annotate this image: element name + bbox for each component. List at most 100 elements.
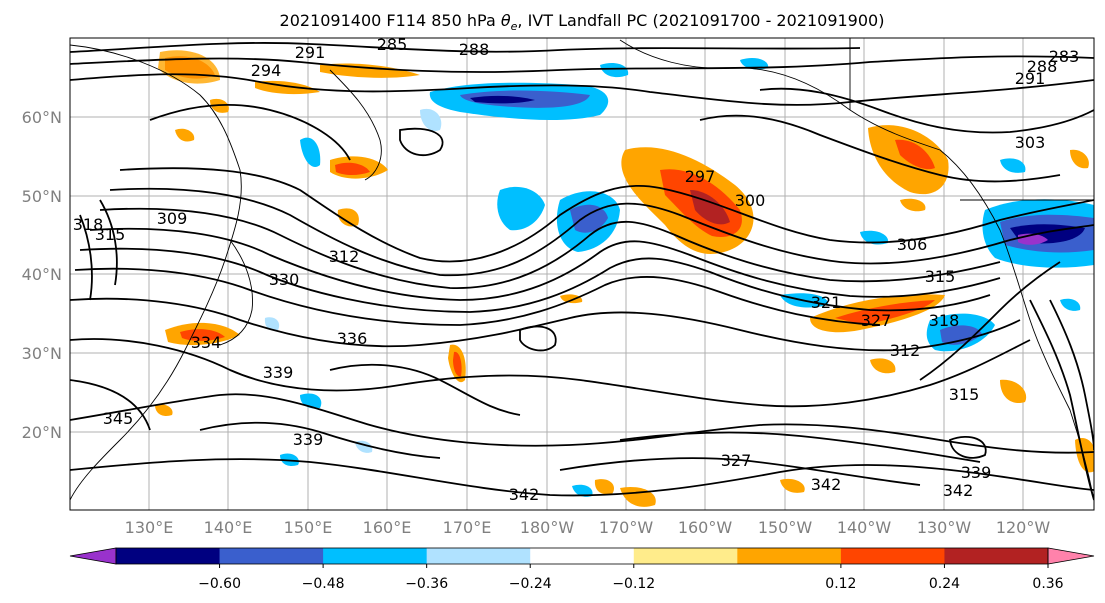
contour-line [329, 363, 521, 416]
coastlines [70, 38, 1094, 501]
colorbar-segment [737, 548, 842, 564]
colorbar-segment [116, 548, 221, 564]
coastline-kamchatka [329, 69, 382, 181]
map-panel: 291 285 288 294 283 288 291 303 297 300 … [69, 35, 1095, 511]
colorbar-extend-high [1047, 547, 1095, 565]
contour-label: 339 [293, 430, 324, 449]
colorbar-tick-label: −0.60 [198, 576, 241, 592]
colorbar-segment [323, 548, 428, 564]
contour-label: 297 [685, 167, 716, 186]
colorbar-tick-label: −0.24 [509, 576, 552, 592]
contour-line [1049, 299, 1094, 451]
contour-line [699, 114, 1061, 183]
colorbar-tick-labels: −0.60−0.48−0.36−0.24−0.120.120.240.360.4… [198, 564, 1064, 592]
contour-label: 336 [337, 329, 368, 348]
shading-positive-ne-pacific-core [835, 300, 935, 325]
contour-line [99, 207, 1001, 289]
contour-line [949, 435, 987, 459]
longitude-labels: 130°E 140°E 150°E 160°E 170°E 180°W 170°W 160°W… [125, 518, 1051, 537]
contour-line [919, 261, 1061, 381]
contour-line [79, 247, 991, 313]
latitude-labels: 60°N 50°N 40°N 30°N 20°N [22, 108, 62, 442]
colorbar-segment [944, 548, 1049, 564]
contour-label: 321 [811, 293, 842, 312]
map-frame [69, 37, 1095, 511]
contour-line [119, 167, 1094, 263]
contour-line [70, 42, 861, 53]
contour-label: 342 [811, 475, 842, 494]
contour-label: 285 [377, 35, 408, 54]
latitude-tick-label: 30°N [22, 344, 62, 363]
contour-label: 300 [735, 191, 766, 210]
longitude-tick-label: 170°E [443, 518, 492, 537]
longitude-tick-label: 160°E [363, 518, 412, 537]
contour-label: 312 [329, 247, 360, 266]
contour-line [79, 214, 93, 301]
contour-label: 318 [929, 311, 960, 330]
contour-line [109, 187, 1094, 277]
contour-label: 291 [1015, 69, 1046, 88]
contour-label: 315 [925, 267, 956, 286]
colorbar-tick-label: 0.36 [1032, 576, 1063, 592]
ivt-pc-shading [155, 50, 1094, 507]
contour-line [399, 127, 444, 157]
contour-label: 291 [295, 43, 326, 62]
contour-line [1029, 299, 1094, 501]
latitude-tick-label: 50°N [22, 187, 62, 206]
contour-line [70, 458, 1094, 497]
colorbar-frame [115, 547, 1049, 565]
contour-label: 306 [897, 235, 928, 254]
contour-label: 342 [509, 485, 540, 504]
contour-label: 283 [1049, 47, 1080, 66]
coastline-japan [219, 239, 253, 346]
contour-label: 312 [890, 341, 921, 360]
colorbar-tick-label: 0.24 [929, 576, 960, 592]
shading-positive-bc-core [895, 139, 935, 170]
contour-label: 327 [861, 311, 892, 330]
longitude-tick-label: 150°E [284, 518, 333, 537]
colorbar-segment [633, 548, 738, 564]
colorbar-tick-label: −0.48 [302, 576, 345, 592]
longitude-tick-label: 130°W [917, 518, 972, 537]
contour-label: 339 [263, 363, 294, 382]
contour-label: 327 [721, 451, 752, 470]
longitude-tick-label: 160°W [678, 518, 733, 537]
colorbar [69, 547, 1095, 565]
contour-label: 303 [1015, 133, 1046, 152]
latitude-tick-label: 20°N [22, 423, 62, 442]
contour-labels: 291 285 288 294 283 288 291 303 297 300 … [73, 35, 1080, 504]
coastline-alaska [619, 39, 941, 151]
contour-line [70, 297, 1021, 352]
colorbar-tick-label: −0.12 [612, 576, 655, 592]
contour-line [74, 267, 881, 326]
contour-line [70, 393, 1094, 454]
contour-line [70, 73, 1094, 106]
longitude-tick-label: 180°W [520, 518, 575, 537]
longitude-tick-label: 130°E [125, 518, 174, 537]
contour-line [759, 87, 1094, 134]
contour-label: 334 [191, 333, 222, 352]
contour-label: 288 [1027, 57, 1058, 76]
contour-line [619, 431, 981, 463]
contour-line [89, 227, 1001, 301]
contour-line [70, 379, 151, 431]
contour-line [519, 325, 557, 352]
longitude-tick-label: 140°E [204, 518, 253, 537]
longitude-tick-label: 140°W [837, 518, 892, 537]
latitude-tick-label: 60°N [22, 108, 62, 127]
longitude-tick-label: 150°W [758, 518, 813, 537]
longitude-tick-label: 120°W [996, 518, 1051, 537]
contour-line [559, 457, 921, 486]
latitude-tick-label: 40°N [22, 265, 62, 284]
colorbar-segment [219, 548, 324, 564]
contour-label: 315 [949, 385, 980, 404]
contour-line [199, 421, 441, 459]
contour-label: 330 [269, 270, 300, 289]
colorbar-segment [426, 548, 531, 564]
contour-label: 345 [103, 409, 134, 428]
contour-label: 294 [251, 61, 282, 80]
contour-label: 315 [95, 225, 126, 244]
theta-e-contours [70, 42, 1094, 501]
figure-title: 2021091400 F114 850 hPa θe, IVT Landfall… [280, 11, 885, 33]
